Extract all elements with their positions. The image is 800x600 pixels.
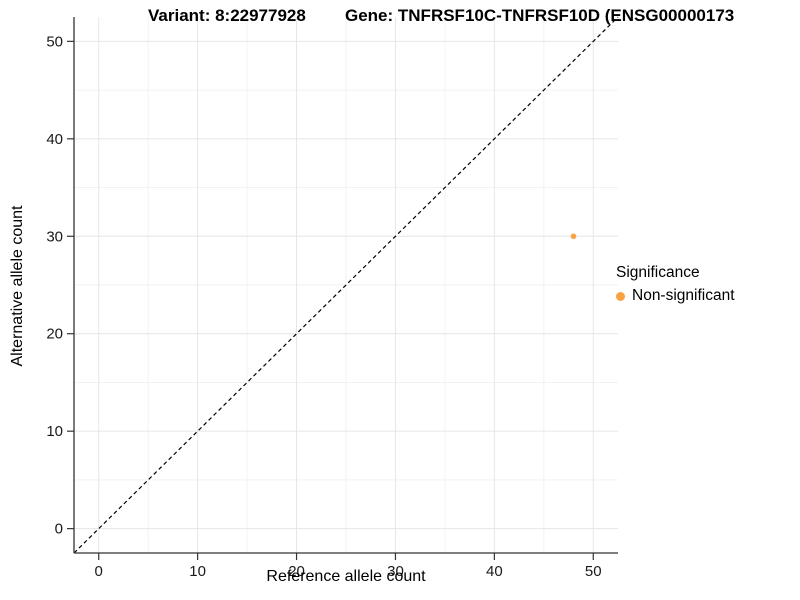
plot-title-gene: Gene: TNFRSF10C-TNFRSF10D (ENSG00000173 xyxy=(345,6,735,25)
legend-key-dot-icon xyxy=(616,291,625,301)
y-axis-label: Alternative allele count xyxy=(9,205,26,367)
y-tick-label: 50 xyxy=(46,33,63,50)
y-tick-label: 10 xyxy=(46,423,63,440)
y-tick-label: 40 xyxy=(46,131,63,148)
y-tick-label: 30 xyxy=(46,228,63,245)
legend-title: Significance xyxy=(616,264,700,281)
y-tick-label: 0 xyxy=(55,521,63,538)
x-tick-label: 30 xyxy=(387,563,404,580)
x-tick-label: 10 xyxy=(189,563,206,580)
x-tick-label: 40 xyxy=(486,563,503,580)
data-point xyxy=(570,233,577,240)
x-tick-label: 20 xyxy=(288,563,305,580)
plot-title-variant: Variant: 8:22977928 xyxy=(148,6,306,25)
legend: Significance Non-significant xyxy=(616,264,735,305)
x-axis-label: Reference allele count xyxy=(266,568,426,585)
x-tick-label: 0 xyxy=(95,563,103,580)
y-tick-label: 20 xyxy=(46,326,63,343)
x-tick-label: 50 xyxy=(585,563,602,580)
legend-entry: Non-significant xyxy=(616,287,735,305)
identity-dashed-line xyxy=(73,16,619,554)
legend-entry-label: Non-significant xyxy=(632,287,735,304)
